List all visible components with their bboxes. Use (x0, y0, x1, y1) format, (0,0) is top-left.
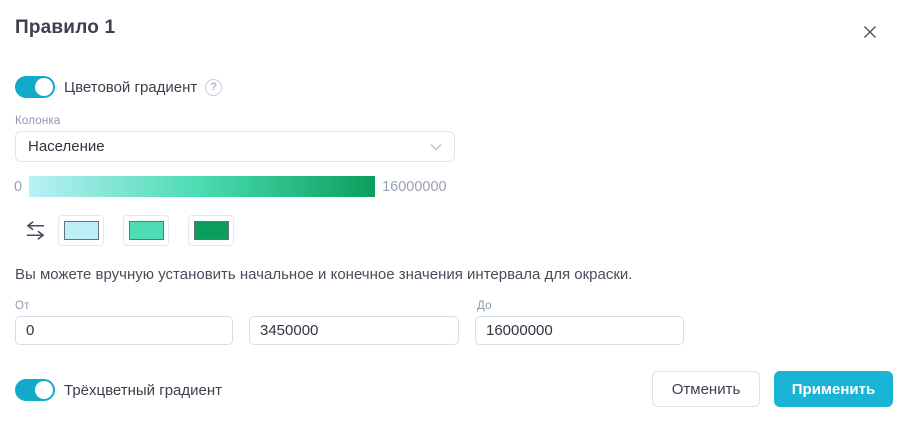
help-icon[interactable]: ? (205, 78, 223, 96)
swatch-color-end[interactable] (188, 215, 234, 246)
toggle-knob (35, 381, 53, 399)
color-gradient-label: Цветовой градиент (64, 78, 198, 96)
three-color-toggle-row: Трёхцветный градиент (15, 379, 222, 401)
color-gradient-toggle[interactable] (15, 76, 55, 98)
swatch-color-start[interactable] (58, 215, 104, 246)
swatch-row (24, 215, 234, 246)
three-color-gradient-toggle[interactable] (15, 379, 55, 401)
cancel-button[interactable]: Отменить (652, 371, 760, 407)
gradient-min-value: 0 (14, 178, 23, 195)
column-select-value: Население (28, 138, 105, 155)
swap-arrows-icon (26, 221, 45, 240)
manual-range-hint: Вы можете вручную установить начальное и… (15, 266, 633, 283)
to-label: До (477, 300, 492, 312)
swatch-color-start-fill (63, 221, 99, 240)
column-select[interactable]: Население (15, 131, 455, 162)
swatch-color-middle[interactable] (123, 215, 169, 246)
chevron-down-icon (430, 143, 442, 151)
column-label: Колонка (15, 115, 61, 127)
swatch-color-end-fill (193, 221, 229, 240)
from-label: От (15, 300, 30, 312)
from-input[interactable] (15, 316, 233, 345)
to-input[interactable] (475, 316, 684, 345)
gradient-bar (29, 176, 376, 197)
three-color-gradient-label: Трёхцветный градиент (64, 381, 223, 399)
gradient-max-value: 16000000 (382, 178, 447, 195)
middle-input[interactable] (249, 316, 459, 345)
close-icon-glyph (864, 26, 876, 38)
close-icon[interactable] (858, 20, 882, 44)
swatch-color-middle-fill (128, 221, 164, 240)
gradient-preview-row: 0 16000000 (14, 176, 447, 197)
color-gradient-toggle-row: Цветовой градиент ? (15, 76, 223, 98)
reverse-gradient-button[interactable] (24, 220, 47, 241)
dialog-title: Правило 1 (15, 17, 116, 38)
apply-button[interactable]: Применить (774, 371, 893, 407)
toggle-knob (35, 78, 53, 96)
